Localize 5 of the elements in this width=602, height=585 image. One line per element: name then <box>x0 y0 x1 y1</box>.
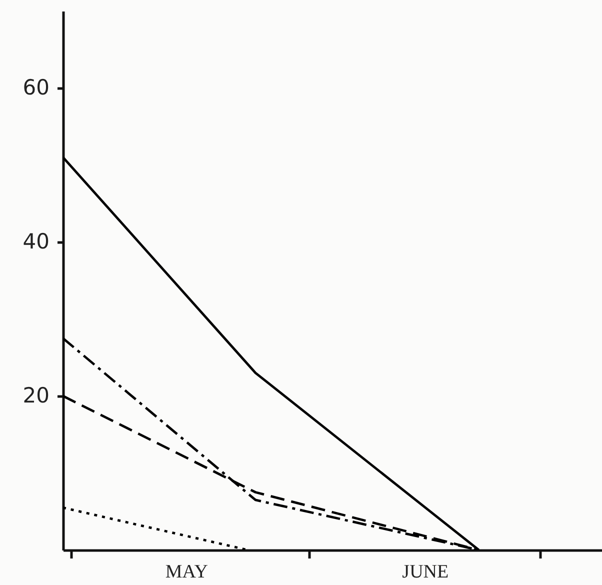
x-tick-label: MAY <box>165 562 208 582</box>
y-tick-label: 40 <box>22 230 50 254</box>
y-tick-label: 20 <box>22 384 50 408</box>
x-tick-label: JUNE <box>402 562 449 582</box>
y-tick-label: 60 <box>22 76 50 100</box>
